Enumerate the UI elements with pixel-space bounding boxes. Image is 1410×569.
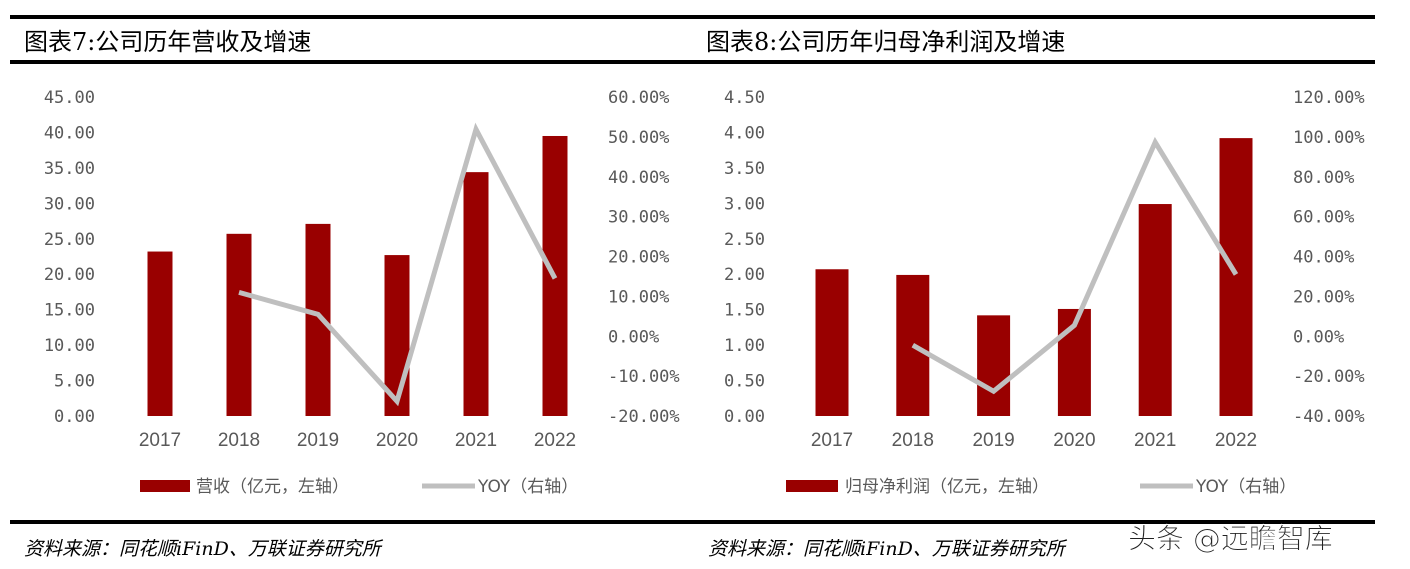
right-axis-tick-label: 20.00% [1293,287,1354,307]
right-axis-tick-label: 120.00% [1293,88,1365,108]
x-axis-category-label: 2017 [139,430,181,451]
watermark: 头条 @远瞻智库 [1128,522,1333,555]
left-axis-tick-label: 20.00 [44,265,95,285]
left-axis-tick-label: 30.00 [44,194,95,214]
bar-2022 [1219,138,1253,417]
top-rule [10,15,700,19]
title-rule [10,60,700,64]
left-axis-tick-label: 40.00 [44,123,95,143]
bar-2018 [226,233,252,416]
right-axis-tick-label: 40.00% [608,168,669,188]
left-axis-tick-label: 3.00 [724,194,765,214]
left-axis-tick-label: 1.00 [724,336,765,356]
right-axis-tick-label: -20.00% [608,407,680,427]
right-axis-tick-label: 80.00% [1293,168,1354,188]
source-note: 资料来源：同花顺iFinD、万联证券研究所 [708,538,1068,560]
bottom-rule [700,520,1375,524]
left-axis-tick-label: 2.00 [724,265,765,285]
left-axis-tick-label: 2.50 [724,230,765,250]
title-rule [700,60,1375,64]
right-axis-tick-label: 0.00% [608,327,659,347]
legend-bar-swatch [140,480,190,492]
legend-line-label: YOY（右轴） [477,477,578,497]
left-axis-tick-label: 25.00 [44,230,95,250]
right-axis-tick-label: 60.00% [608,88,669,108]
legend-bar-swatch [786,480,838,492]
x-axis-category-label: 2017 [811,430,853,451]
right-axis-tick-label: 40.00% [1293,248,1354,268]
chart-title: 图表7:公司历年营收及增速 [24,28,311,56]
bar-2021 [463,172,489,416]
right-axis-tick-label: 50.00% [608,128,669,148]
legend-bar-label: 营收（亿元，左轴） [196,477,349,497]
left-axis-tick-label: 0.00 [724,407,765,427]
source-note: 资料来源：同花顺iFinD、万联证券研究所 [24,538,384,560]
x-axis-category-label: 2022 [1215,430,1257,451]
chart-title: 图表8:公司历年归母净利润及增速 [706,28,1065,56]
left-axis-tick-label: 1.50 [724,301,765,321]
revenue-chart-panel: 图表7:公司历年营收及增速 资料来源：同花顺iFinD、万联证券研究所 0.00… [10,15,700,560]
bar-2021 [1138,204,1172,416]
bar-2017 [815,269,849,416]
x-axis-category-label: 2020 [376,430,418,451]
top-rule [700,15,1375,19]
right-axis-tick-label: -10.00% [608,367,680,387]
left-axis-tick-label: 5.00 [54,372,95,392]
x-axis-category-label: 2021 [455,430,497,451]
x-axis-category-label: 2019 [972,430,1014,451]
x-axis-category-label: 2018 [892,430,934,451]
left-axis-tick-label: 3.50 [724,159,765,179]
right-axis-tick-label: 0.00% [1293,327,1344,347]
x-axis-category-label: 2022 [534,430,576,451]
x-axis-category-label: 2021 [1134,430,1176,451]
bar-2017 [147,251,173,416]
left-axis-tick-label: 4.00 [724,123,765,143]
legend-bar-label: 归母净利润（亿元，左轴） [845,477,1049,497]
left-axis-tick-label: 4.50 [724,88,765,108]
right-axis-tick-label: -20.00% [1293,367,1365,387]
right-axis-tick-label: 30.00% [608,208,669,228]
left-axis-tick-label: 35.00 [44,159,95,179]
right-axis-tick-label: 10.00% [608,287,669,307]
right-axis-tick-label: 60.00% [1293,208,1354,228]
x-axis-category-label: 2020 [1053,430,1095,451]
left-axis-tick-label: 10.00 [44,336,95,356]
bottom-rule [10,520,700,524]
right-axis-tick-label: 100.00% [1293,128,1365,148]
legend-line-label: YOY（右轴） [1195,477,1296,497]
left-axis-tick-label: 0.50 [724,372,765,392]
bar-2019 [977,315,1011,416]
left-axis-tick-label: 15.00 [44,301,95,321]
bar-2019 [305,223,331,416]
right-axis-tick-label: -40.00% [1293,407,1365,427]
left-axis-tick-label: 0.00 [54,407,95,427]
left-axis-tick-label: 45.00 [44,88,95,108]
net-profit-chart-panel: 图表8:公司历年归母净利润及增速 资料来源：同花顺iFinD、万联证券研究所 0… [700,15,1375,560]
right-axis-tick-label: 20.00% [608,248,669,268]
x-axis-category-label: 2018 [218,430,260,451]
x-axis-category-label: 2019 [297,430,339,451]
